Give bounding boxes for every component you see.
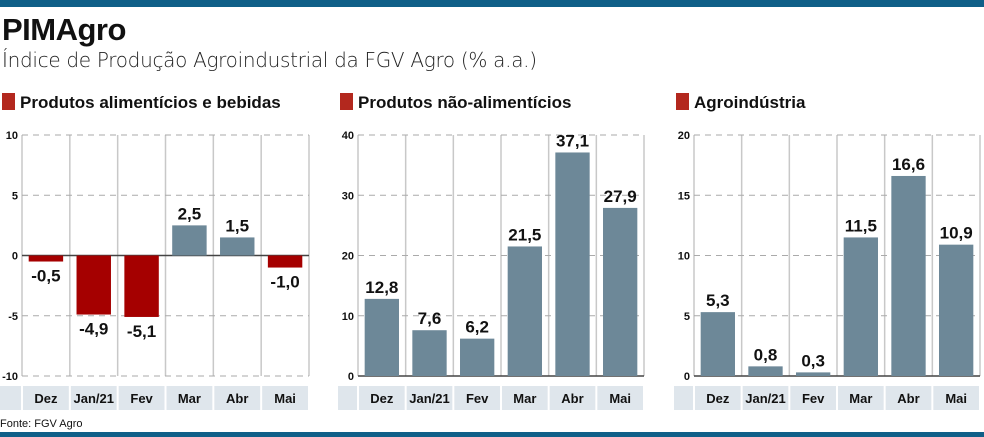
category-label: Jan/21: [74, 391, 114, 406]
panel-title: Produtos alimentícios e bebidas: [20, 93, 281, 112]
category-label: Jan/21: [745, 391, 785, 406]
panel-marker: [676, 93, 689, 110]
category-label: Fev: [466, 391, 489, 406]
data-label: -4,9: [79, 320, 108, 339]
y-tick-label: 0: [684, 371, 690, 383]
data-label: 7,6: [418, 309, 442, 328]
bar-fev: [124, 255, 159, 317]
chart-panel-2: Produtos não-alimentícios 40 30 20 10 0 12,8 De…: [338, 93, 645, 410]
category-label: Mar: [513, 391, 536, 406]
data-label: -5,1: [127, 322, 156, 341]
bar-dez: [700, 312, 735, 376]
category-label: Fev: [802, 391, 825, 406]
category-label: Mai: [609, 391, 631, 406]
bar-abr: [555, 152, 590, 376]
bar-mar: [843, 237, 878, 376]
top-rule: [0, 0, 984, 7]
y-tick-label: 10: [678, 251, 690, 263]
y-tick-label: 20: [678, 130, 690, 142]
category-label: Mai: [945, 391, 967, 406]
bar-mar: [172, 225, 207, 256]
category-label: Mar: [849, 391, 872, 406]
bar-mar: [507, 246, 542, 376]
data-label: -1,0: [270, 273, 299, 292]
y-tick-label: 20: [342, 251, 354, 263]
bar-mai: [267, 255, 303, 268]
category-label: Abr: [226, 391, 248, 406]
data-label: 37,1: [556, 131, 589, 150]
data-label: 6,2: [465, 318, 489, 337]
panel-title: Produtos não-alimentícios: [358, 93, 571, 112]
data-label: 2,5: [178, 204, 202, 223]
y-tick-label: 0: [348, 371, 354, 383]
data-label: 21,5: [508, 225, 541, 244]
panel-marker: [2, 93, 15, 110]
data-label: 0,8: [754, 345, 778, 364]
source-note: Fonte: FGV Agro: [0, 418, 83, 430]
bar-mai: [939, 244, 974, 376]
category-label: Fev: [130, 391, 153, 406]
bar-dez: [28, 255, 64, 262]
y-tick-label: -10: [2, 371, 18, 383]
data-label: 16,6: [892, 155, 925, 174]
y-tick-label: 5: [684, 311, 690, 323]
y-tick-label: 5: [12, 190, 18, 202]
y-tick-label: 30: [342, 190, 354, 202]
y-tick-label: 10: [6, 130, 18, 142]
page-title: PIMAgro: [2, 12, 126, 47]
category-label: Mar: [178, 391, 201, 406]
data-label: 27,9: [604, 187, 637, 206]
bar-jan-21: [412, 330, 447, 376]
data-label: 10,9: [940, 224, 973, 243]
bar-abr: [891, 175, 926, 376]
panel-marker: [340, 93, 353, 110]
category-label: Abr: [897, 391, 919, 406]
category-label: Dez: [34, 391, 58, 406]
data-label: 0,3: [801, 351, 825, 370]
category-label: Abr: [561, 391, 583, 406]
category-band: [674, 386, 980, 410]
bar-jan-21: [748, 366, 783, 376]
category-label: Jan/21: [409, 391, 449, 406]
category-label: Mai: [274, 391, 296, 406]
bar-fev: [796, 372, 831, 376]
category-band: [0, 386, 309, 410]
chart-panel-1: Produtos alimentícios e bebidas 10 5 0 -5 -10…: [0, 93, 310, 410]
data-label: -0,5: [31, 267, 60, 286]
data-label: 12,8: [365, 278, 398, 297]
category-label: Dez: [706, 391, 730, 406]
y-tick-label: 40: [342, 130, 354, 142]
y-tick-label: -5: [8, 311, 18, 323]
bar-fev: [460, 338, 495, 376]
category-label: Dez: [370, 391, 394, 406]
y-tick-label: 10: [342, 311, 354, 323]
chart-panel-3: Agroindústria 20 15 10 5 0 5,3 Dez 0,8 Jan/21 0,3 F…: [674, 93, 981, 410]
data-label: 5,3: [706, 291, 730, 310]
page-subtitle: Índice de Produção Agroindustrial da FGV…: [2, 48, 537, 72]
panel-title: Agroindústria: [694, 93, 806, 112]
bar-jan-21: [76, 255, 111, 315]
y-tick-label: 15: [678, 190, 690, 202]
bar-mai: [603, 207, 638, 376]
y-tick-label: 0: [12, 251, 18, 263]
data-label: 11,5: [845, 216, 877, 235]
bar-abr: [220, 237, 255, 256]
data-label: 1,5: [225, 216, 249, 235]
category-band: [338, 386, 644, 410]
bottom-rule: [0, 432, 984, 437]
bar-dez: [364, 298, 399, 376]
